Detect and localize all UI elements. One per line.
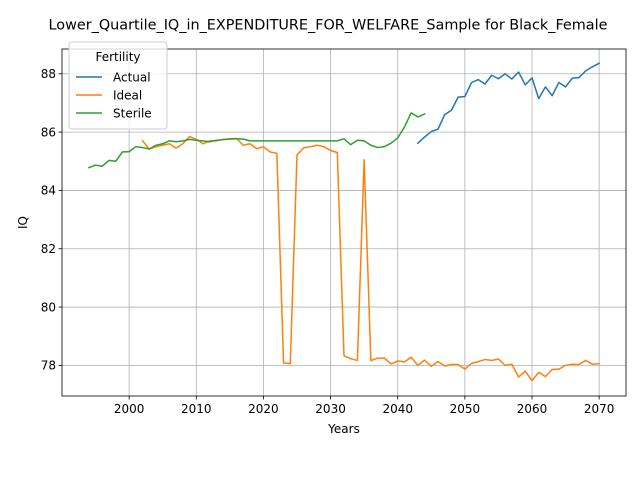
x-tick-label: 2050 [450,402,481,416]
y-tick-label: 84 [41,184,56,198]
legend-label-sterile: Sterile [113,106,152,120]
y-tick-label: 82 [41,242,56,256]
y-axis: 78 80 82 84 86 88 [41,67,62,373]
y-tick-label: 88 [41,67,56,81]
x-tick-label: 2030 [315,402,346,416]
x-tick-label: 2060 [517,402,548,416]
series-line-sterile [87,112,426,169]
series-line-ideal [141,135,600,382]
x-tick-label: 2040 [382,402,413,416]
y-tick-label: 86 [41,125,56,139]
x-tick-label: 2010 [181,402,212,416]
series-lines [87,62,601,382]
y-axis-label: IQ [16,216,30,229]
legend-box [68,41,168,130]
x-tick-label: 2020 [248,402,279,416]
grid [62,49,626,396]
legend-label-ideal: Ideal [113,88,142,102]
y-tick-label: 80 [41,300,56,314]
plot-frame [61,48,627,397]
legend-label-actual: Actual [113,70,151,84]
x-tick-label: 2000 [114,402,145,416]
series-line-actual [416,62,601,145]
y-tick-label: 78 [41,359,56,373]
x-tick-label: 2070 [584,402,615,416]
x-axis: 2000 2010 2020 2030 2040 2050 2060 2070 [114,396,615,416]
x-axis-label: Years [327,422,360,436]
legend-title: Fertility [95,50,140,64]
chart-title: Lower_Quartile_IQ_in_EXPENDITURE_FOR_WEL… [49,18,608,34]
legend: Fertility Actual Ideal Sterile [68,41,168,130]
